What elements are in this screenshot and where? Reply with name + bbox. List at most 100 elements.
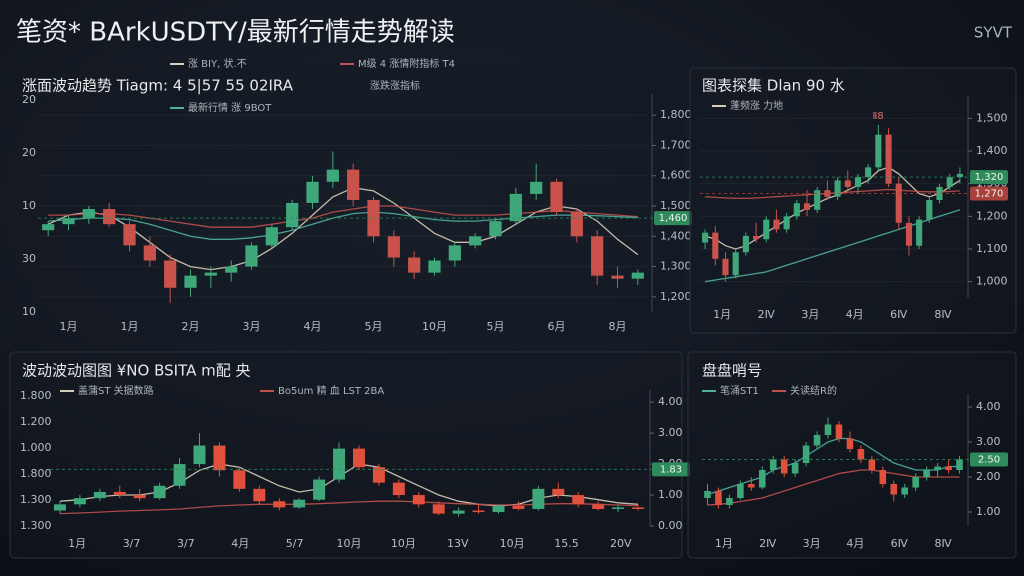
candle-body [53, 504, 66, 511]
price-tag [652, 462, 690, 477]
candle-body [758, 470, 766, 488]
candle-body [936, 186, 943, 200]
candle-body [387, 236, 400, 258]
candle-body [572, 495, 585, 505]
y-tick-label: 1,500 [976, 111, 1008, 124]
candle-body [408, 257, 421, 273]
x-tick-label: 1月 [713, 308, 731, 321]
candle-body [865, 167, 872, 178]
candle-body [184, 275, 197, 288]
y-tick-label: 0.00 [658, 519, 683, 532]
candle-body [742, 235, 749, 253]
x-tick-label: 2Ⅳ [758, 308, 776, 321]
logo: SYVT [974, 24, 1013, 42]
candle-body [173, 464, 186, 486]
x-tick-label: 10月 [391, 537, 416, 550]
candle-body [452, 510, 465, 514]
candle-body [367, 199, 380, 237]
x-tick-label: 8月 [609, 320, 627, 333]
candle-body [233, 470, 246, 489]
ma-line [707, 437, 960, 496]
candle-body [253, 488, 266, 502]
x-tick-label: 3/7 [177, 537, 195, 550]
candle-body [901, 487, 909, 495]
legend-label: 涨 BIY, 状.不 [188, 57, 247, 70]
candle-body [432, 504, 445, 514]
candle-body [428, 260, 441, 273]
candle-body [814, 190, 821, 210]
candle-body [905, 222, 912, 246]
candle-body [204, 272, 217, 276]
candle-body [62, 218, 75, 225]
candle-body [956, 459, 963, 470]
x-tick-label: 1月 [121, 320, 139, 333]
candle-body [93, 491, 106, 499]
y-tick-label: 1,700 [660, 138, 692, 151]
candle-body [769, 459, 777, 470]
candle-body [946, 177, 953, 187]
price-tag [654, 211, 692, 226]
x-tick-label: 4月 [846, 308, 864, 321]
candle-body [834, 180, 841, 197]
candle-body [552, 488, 565, 496]
y-tick-label: 1,800 [660, 108, 692, 121]
candle-body [753, 235, 760, 240]
x-tick-label: 2Ⅳ [759, 537, 777, 550]
candle-body [926, 200, 933, 220]
panel [689, 67, 1017, 334]
legend-label: 最新行情 涨 9BOT [188, 101, 272, 114]
y-tick-label: 1,500 [660, 199, 692, 212]
marker-label: Ⅱ8 [873, 111, 884, 122]
left-axis-label: 10 [22, 199, 36, 212]
y-tick-label: 4.00 [976, 400, 1001, 413]
candle-body [737, 484, 744, 498]
candle-body [748, 484, 755, 488]
legend-label: 蓬频涨 力地 [730, 99, 783, 112]
candle-body [824, 424, 832, 435]
price-tag [970, 452, 1008, 467]
candle-body [763, 219, 770, 240]
left-axis-label: 1.800 [20, 389, 52, 402]
y-tick-label: 2.00 [976, 470, 1001, 483]
candle-body [164, 260, 177, 288]
candle-body [916, 219, 923, 246]
x-tick-label: 1月 [68, 537, 86, 550]
left-axis-label: 1.200 [20, 415, 52, 428]
candle-body [448, 245, 461, 261]
x-tick-label: 15.5 [554, 537, 579, 550]
y-tick-label: 1,200 [976, 209, 1008, 222]
candle-body [73, 498, 86, 505]
x-tick-label: 1月 [60, 320, 78, 333]
x-tick-label: 10月 [337, 537, 362, 550]
candle-body [732, 252, 739, 276]
candle-body [293, 499, 306, 508]
candle-body [868, 459, 876, 470]
price-tag [970, 170, 1008, 185]
candle-body [82, 209, 95, 219]
price-tag-label: 1,270 [975, 188, 1004, 199]
candle-body [890, 484, 898, 495]
candle-body [286, 202, 299, 228]
candle-body [143, 245, 156, 261]
candle-body [492, 505, 505, 513]
legend-label: 笔涌ST1 [720, 384, 759, 397]
x-tick-label: 6Ⅳ [890, 308, 908, 321]
x-tick-label: 6月 [548, 320, 566, 333]
candle-body [934, 466, 941, 470]
candle-body [875, 134, 882, 168]
candle-body [326, 169, 339, 182]
candle-body [512, 505, 525, 509]
candle-body [113, 491, 126, 496]
panel [10, 62, 685, 345]
x-tick-label: 3月 [801, 308, 819, 321]
candle-body [844, 180, 851, 187]
price-tag-label: 1,460 [659, 213, 688, 224]
candle-body [592, 504, 605, 509]
candle-body [591, 236, 604, 276]
candle-body [412, 495, 425, 505]
left-axis-label: 10 [22, 305, 36, 318]
x-tick-label: 10月 [500, 537, 525, 550]
y-tick-label: 3.00 [658, 426, 683, 439]
